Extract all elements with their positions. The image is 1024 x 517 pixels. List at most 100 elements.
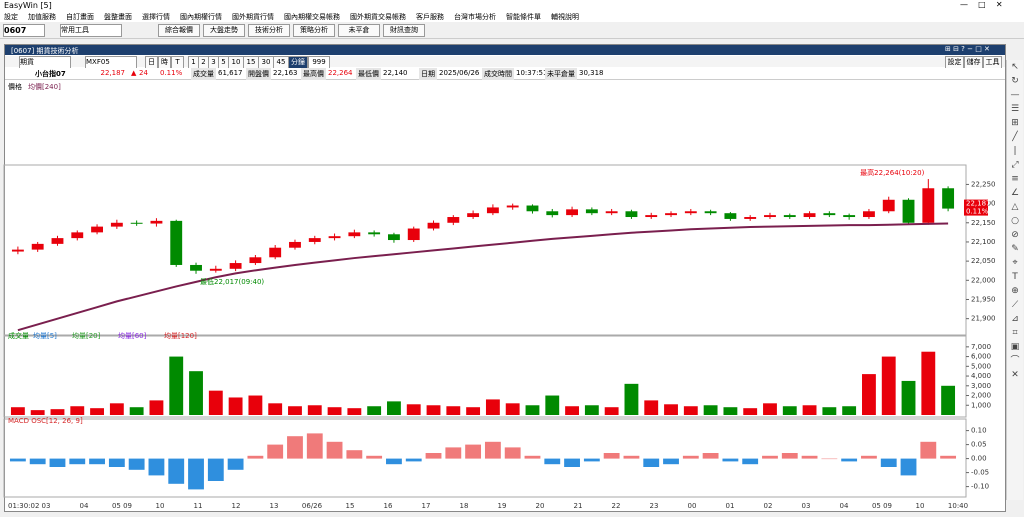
toolbar-button[interactable]: 策略分析	[293, 24, 335, 37]
candle-body	[110, 222, 123, 227]
y-tick-label: 5,000	[971, 362, 991, 370]
candle-body	[11, 249, 24, 252]
quote-field-value: 22,163	[273, 69, 298, 77]
macd-bar	[188, 458, 204, 490]
chart-window-controls[interactable]: ⊞ ⊟ ? − □ ✕	[945, 45, 990, 53]
macd-bar	[267, 444, 284, 459]
volume-bar	[387, 401, 401, 415]
candle-body	[91, 226, 103, 233]
toolbar-button[interactable]: 綜合報價	[158, 24, 200, 37]
candle-body	[882, 199, 895, 212]
candle-body	[783, 215, 796, 218]
menu-item[interactable]: 輔視說明	[551, 13, 579, 21]
x-tick-label: 13	[270, 502, 279, 510]
macd-bar	[207, 458, 224, 481]
candle-body	[407, 228, 420, 241]
macd-bar	[49, 458, 66, 467]
volume-bar	[921, 351, 936, 415]
y-tick-label: 22,250	[971, 180, 996, 188]
candle-body	[704, 211, 717, 214]
candle-body	[863, 211, 875, 218]
y-tick-label: 3,000	[971, 382, 991, 390]
candle-body	[209, 268, 222, 271]
macd-bar	[643, 458, 660, 467]
menu-item[interactable]: 國外期貨行情	[232, 13, 274, 21]
panel-frame	[3, 418, 967, 498]
menu-item[interactable]: 盤整畫面	[104, 13, 132, 21]
menu-item[interactable]: 台灣市場分析	[454, 13, 496, 21]
candle-body	[605, 211, 618, 214]
mode-button[interactable]: T	[171, 56, 184, 69]
volume-bar	[327, 407, 342, 415]
quote-field-value: 10:37:51	[516, 69, 548, 77]
y-tick-label: 21,950	[971, 295, 996, 303]
drawing-tools[interactable]: ↖ ↻ — ☰ ⊞ ╱ | ⤢ ≡ ∠ △ ○ ⊘ ✎ ⌖ T ⊕ ⟋ ⊿ ⌗ ▣ ⌒ ✕	[1006, 60, 1023, 500]
candle-body	[625, 211, 638, 218]
candle-body	[170, 220, 183, 265]
volume-bar	[584, 405, 599, 415]
macd-bar	[306, 433, 323, 459]
volume-bar	[70, 406, 85, 415]
volume-bar	[149, 400, 164, 415]
volume-bar	[782, 406, 797, 415]
code-input[interactable]: 0607	[3, 24, 45, 37]
volume-bar	[50, 409, 65, 415]
toolbar-button[interactable]: 財訊查詢	[383, 24, 425, 37]
toolbar-button[interactable]: 技術分析	[248, 24, 290, 37]
toolbar-button[interactable]: 未平倉	[338, 24, 380, 37]
volume-bar	[446, 406, 461, 415]
menu-item[interactable]: 加值服務	[28, 13, 56, 21]
macd-bar	[900, 458, 917, 476]
macd-bar	[564, 458, 580, 467]
macd-bar	[880, 458, 897, 467]
y-tick-label: 2,000	[971, 392, 991, 400]
x-tick-label: 04	[80, 502, 89, 510]
macd-bar	[326, 441, 343, 459]
menu-item[interactable]: 智能條件單	[506, 13, 541, 21]
toolbar-button[interactable]: 大盤走勢	[203, 24, 245, 37]
macd-bar	[108, 458, 125, 467]
candle-body	[665, 213, 677, 216]
volume-bar	[208, 390, 223, 415]
volume-bar	[703, 405, 718, 415]
x-tick-label: 20	[536, 502, 545, 510]
quote-field-value: 22,140	[383, 69, 408, 77]
candle-body	[447, 217, 460, 223]
macd-bar	[128, 458, 145, 470]
menu-item[interactable]: 選擇行情	[142, 13, 170, 21]
macd-bar	[504, 447, 521, 459]
quote-field-value: 22,264	[328, 69, 353, 77]
x-tick-label: 21	[574, 502, 583, 510]
volume-bar	[862, 374, 876, 415]
x-tick-label: 22	[612, 502, 621, 510]
macd-bar	[682, 455, 699, 459]
volume-bar	[347, 408, 362, 415]
menu-item[interactable]: 客戶服務	[416, 13, 444, 21]
y-tick-label: 1,000	[971, 401, 991, 409]
macd-bar	[920, 441, 937, 459]
volume-bar	[228, 397, 243, 415]
menu-item[interactable]: 國內期權行情	[180, 13, 222, 21]
candle-body	[506, 205, 519, 208]
macd-bar	[544, 458, 561, 465]
menu-item[interactable]: 設定	[4, 13, 18, 21]
volume-bar	[367, 406, 382, 415]
chart-area: 21,900 21,950 22,000 22,050 22,100 22,150 22,2…	[3, 82, 996, 510]
macd-bar	[623, 455, 640, 459]
candle-body	[486, 207, 499, 214]
menu-item[interactable]: 國外期貨交易帳務	[350, 13, 406, 21]
volume-bar	[842, 406, 857, 415]
tool-select[interactable]: 常用工具	[60, 24, 122, 37]
control-row: 期貨 MXF05 日時 T 1 2 3 5 10 15 30 45 分鐘 999 設定 儲存 工具	[5, 56, 1005, 69]
quote-field-label: 未平倉量	[545, 68, 577, 80]
candle-body	[328, 236, 341, 239]
menu-item[interactable]: 國內期權交易帳務	[284, 13, 340, 21]
candle-body	[467, 213, 480, 218]
candle-body	[368, 232, 381, 235]
menu-item[interactable]: 自訂畫面	[66, 13, 94, 21]
window-controls[interactable]: — □ ✕	[960, 0, 1003, 9]
macd-bar	[603, 453, 620, 459]
quote-field-label: 開盤價	[246, 68, 271, 80]
x-tick-label: 05 09	[872, 502, 892, 510]
last-change-label: 0.11%	[966, 208, 989, 216]
